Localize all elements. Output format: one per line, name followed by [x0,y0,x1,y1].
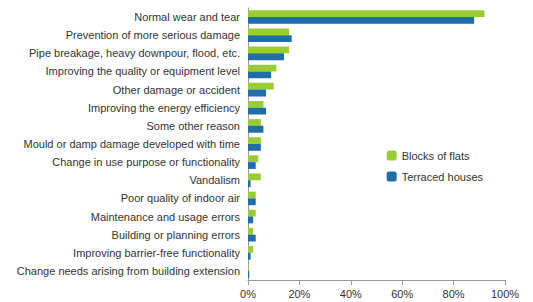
svg-text:Change needs arising from buil: Change needs arising from building exten… [17,265,240,277]
svg-text:Maintenance and usage errors: Maintenance and usage errors [91,211,241,223]
svg-text:0%: 0% [240,288,256,300]
svg-text:20%: 20% [288,288,310,300]
svg-text:100%: 100% [491,288,519,300]
svg-text:80%: 80% [443,288,465,300]
svg-text:40%: 40% [340,288,362,300]
svg-text:Mould or damp damage developed: Mould or damp damage developed with time [24,138,240,150]
svg-text:Building or planning errors: Building or planning errors [112,229,241,241]
svg-text:Normal wear and tear: Normal wear and tear [134,11,240,23]
svg-text:Improving barrier-free functio: Improving barrier-free functionality [73,247,240,259]
svg-text:Blocks of flats: Blocks of flats [402,150,470,162]
svg-text:Terraced houses: Terraced houses [402,171,484,183]
svg-text:Other damage or accident: Other damage or accident [113,84,240,96]
svg-text:Improving the energy efficienc: Improving the energy efficiency [88,102,241,114]
svg-text:Some other reason: Some other reason [146,120,240,132]
svg-text:Prevention of more serious dam: Prevention of more serious damage [66,29,240,41]
svg-text:Poor quality of indoor air: Poor quality of indoor air [121,192,241,204]
svg-text:Improving the quality or equip: Improving the quality or equipment level [46,65,240,77]
svg-text:Pipe breakage, heavy downpour,: Pipe breakage, heavy downpour, flood, et… [29,47,240,59]
svg-text:60%: 60% [391,288,413,300]
svg-text:Change in use purpose or funct: Change in use purpose or functionality [52,156,240,168]
svg-text:Vandalism: Vandalism [189,174,240,186]
